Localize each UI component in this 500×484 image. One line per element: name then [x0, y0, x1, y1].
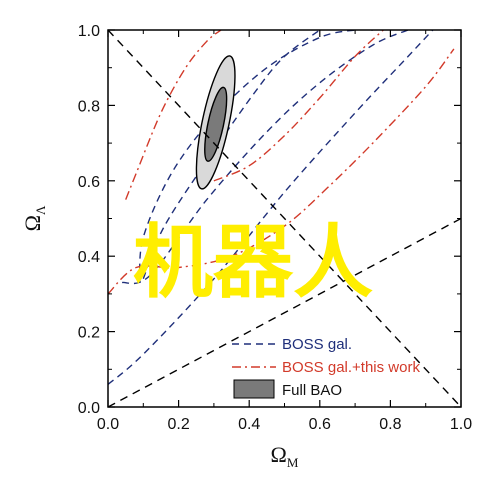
legend-label-0: BOSS gal.	[282, 336, 352, 353]
x-tick-label: 0.8	[379, 416, 401, 433]
x-axis-label-main: Ω	[271, 442, 287, 467]
series-1-contour-1	[213, 30, 384, 182]
ticks-layer	[107, 29, 462, 408]
x-axis-label-sub: M	[287, 455, 299, 470]
series-0-contour-2	[121, 30, 409, 285]
x-axis-label: ΩM	[271, 442, 299, 470]
x-tick-label: 1.0	[450, 416, 472, 433]
y-tick-label: 1.0	[78, 23, 100, 40]
x-tick-label: 0.6	[309, 416, 331, 433]
reference-line-flat	[108, 30, 461, 407]
x-tick-label: 0.2	[167, 416, 189, 433]
series-1-contour-0	[125, 30, 222, 200]
y-tick-label: 0.2	[78, 325, 100, 342]
x-tick-label: 0.0	[97, 416, 119, 433]
legend-label-1: BOSS gal.+this work	[282, 359, 420, 376]
tick-labels-layer: 0.00.0 0.2 0.2 0.4 0.4 0.6 0.6 0.8 0.8 1.0 1.0	[78, 23, 472, 433]
legend-label-2: Full BAO	[282, 382, 342, 399]
reference-lines-layer	[108, 30, 461, 407]
y-axis-label-sub: Λ	[33, 205, 48, 215]
y-tick-label: 0.0	[78, 400, 100, 417]
x-tick-label: 0.4	[238, 416, 260, 433]
series-0-contour-1	[142, 30, 321, 280]
y-tick-label: 0.4	[78, 249, 100, 266]
full-bao-ellipse-inner	[204, 86, 228, 162]
y-axis-label-main: Ω	[20, 215, 45, 231]
series-1-contour-2	[108, 48, 455, 295]
legend-swatch-full-bao	[233, 379, 275, 399]
y-tick-label: 0.8	[78, 98, 100, 115]
series-0-contour-3	[108, 30, 434, 385]
y-axis-label: ΩΛ	[20, 205, 48, 231]
y-tick-label: 0.6	[78, 174, 100, 191]
contours-layer	[108, 30, 455, 385]
reference-line-acceleration	[108, 217, 461, 407]
legend: BOSS gal. BOSS gal.+this work Full BAO	[232, 336, 420, 399]
watermark-text: 机器人	[133, 216, 373, 309]
